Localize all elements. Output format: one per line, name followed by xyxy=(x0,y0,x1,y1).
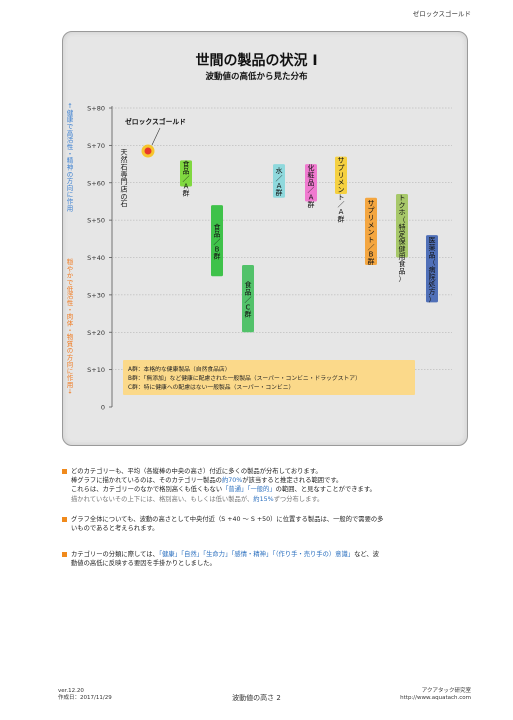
note-3: カテゴリーの分類に際しては、「健康」「自然」「生命力」「感情・精神」「（作り手・… xyxy=(62,550,472,568)
note-line: いものであると考えられます。 xyxy=(71,525,159,533)
bar-label: サプリメント／ A 群 xyxy=(338,157,345,224)
y-tick-label: S+80 xyxy=(87,105,105,113)
brand-label: ゼロックスゴールド xyxy=(412,10,471,18)
chart-title: 世間の製品の状況 Ⅰ xyxy=(195,53,318,69)
range-bar xyxy=(242,264,254,333)
footer-right: アクアタック研究室 http://www.aquatach.com xyxy=(400,688,471,702)
highlight-leader xyxy=(151,127,161,146)
note-line: 棒グラフに描かれているのは、そのカテゴリー製品の約70%が該当すると推定される範… xyxy=(71,477,343,485)
chart-subtitle: 波動値の高低から見た分布 xyxy=(205,72,308,82)
bar-label: 化粧品／ A 群 xyxy=(308,163,315,209)
footer-created: 作成日：2017/11/29 xyxy=(58,695,112,701)
bar-label: 食品／ C 群 xyxy=(245,280,252,318)
note-2: グラフ全体についても、波動の高さとして中央付近（S +40 〜 S +50）に位… xyxy=(62,515,472,533)
note-line: これらは、カテゴリーのなかで格別高くも低くもない「普通」「一般的」の範囲、と見な… xyxy=(71,486,376,494)
y-tick-label: S+10 xyxy=(87,366,105,374)
y-tick-label: S+50 xyxy=(87,217,105,225)
y-tick-label: S+20 xyxy=(87,329,105,337)
footer-org: アクアタック研究室 xyxy=(421,688,471,694)
bullet-square-icon xyxy=(62,469,67,474)
ylabel-lower: 穏やかで低活性・肉体・物質の方向に作用↓ xyxy=(67,257,74,396)
y-tick-label: 0 xyxy=(101,404,105,412)
range-bar xyxy=(305,164,317,202)
highlight-label: ゼロックスゴールド xyxy=(125,117,186,126)
bar-label: 食品／ B 群 xyxy=(214,222,221,260)
y-tick-label: S+60 xyxy=(87,179,105,187)
bar-label: 水／ A 群 xyxy=(276,166,283,197)
note-line: 動値の高低に反映する要因を手掛かりとしました。 xyxy=(71,560,216,568)
bar-label: トクホ（特定保健用食品） xyxy=(399,194,406,283)
legend-entry: A群：本格的な健康製品（自然食品店） xyxy=(128,365,231,373)
bar-label: サプリメント／ B 群 xyxy=(368,199,375,266)
range-bar xyxy=(396,193,408,258)
note-line: どのカテゴリーも、平均（各縦棒の中央の高さ）付近に多くの製品が分布しております。 xyxy=(71,468,322,475)
note-1: どのカテゴリーも、平均（各縦棒の中央の高さ）付近に多くの製品が分布しております。… xyxy=(62,467,472,504)
bar-label: 医薬品（病院処方） xyxy=(429,237,436,304)
footer-left: ver.12.20 作成日：2017/11/29 xyxy=(58,688,112,702)
note-line: 描かれていないその上下には、格別高い、もしくは低い製品が、約15%ずつ分布します… xyxy=(71,495,324,503)
range-chart: 0 S+10 S+20 S+30 S+40 S+50 S+60 S+70 S+80 ↑健康で高活性… xyxy=(67,102,452,412)
y-tick-label: S+30 xyxy=(87,291,105,299)
legend-entry: C群：特に健康への配慮はない一般製品（スーパー・コンビニ） xyxy=(128,383,294,391)
y-tick-label: S+70 xyxy=(87,142,105,150)
bullet-square-icon xyxy=(62,517,67,522)
range-bar xyxy=(426,235,438,303)
range-bar xyxy=(273,164,285,198)
footer-url: http://www.aquatach.com xyxy=(400,695,471,701)
y-tick-label: S+40 xyxy=(87,254,105,262)
legend-box xyxy=(123,360,415,395)
legend-entry: B群：「無添加」など健康に配慮された一般製品（スーパー・コンビニ・ドラッグストア… xyxy=(128,374,361,382)
footer-page: 波動値の高さ 2 xyxy=(232,694,281,702)
note-line: カテゴリーの分類に際しては、「健康」「自然」「生命力」「感情・精神」「（作り手・… xyxy=(71,551,379,558)
highlight-point xyxy=(144,147,152,155)
bar-label: 食品／ A 群 xyxy=(183,159,190,197)
note-line: グラフ全体についても、波動の高さとして中央付近（S +40 〜 S +50）に位… xyxy=(71,516,384,523)
range-bar xyxy=(335,156,347,194)
bullet-square-icon xyxy=(62,552,67,557)
range-bar xyxy=(211,205,223,277)
footer-version: ver.12.20 xyxy=(58,688,84,694)
range-bar xyxy=(365,197,377,265)
range-bar xyxy=(180,160,192,187)
bar-label: 天然石専門店の石 xyxy=(121,149,128,208)
ylabel-upper: ↑健康で高活性・精神の方向に作用 xyxy=(67,102,74,212)
